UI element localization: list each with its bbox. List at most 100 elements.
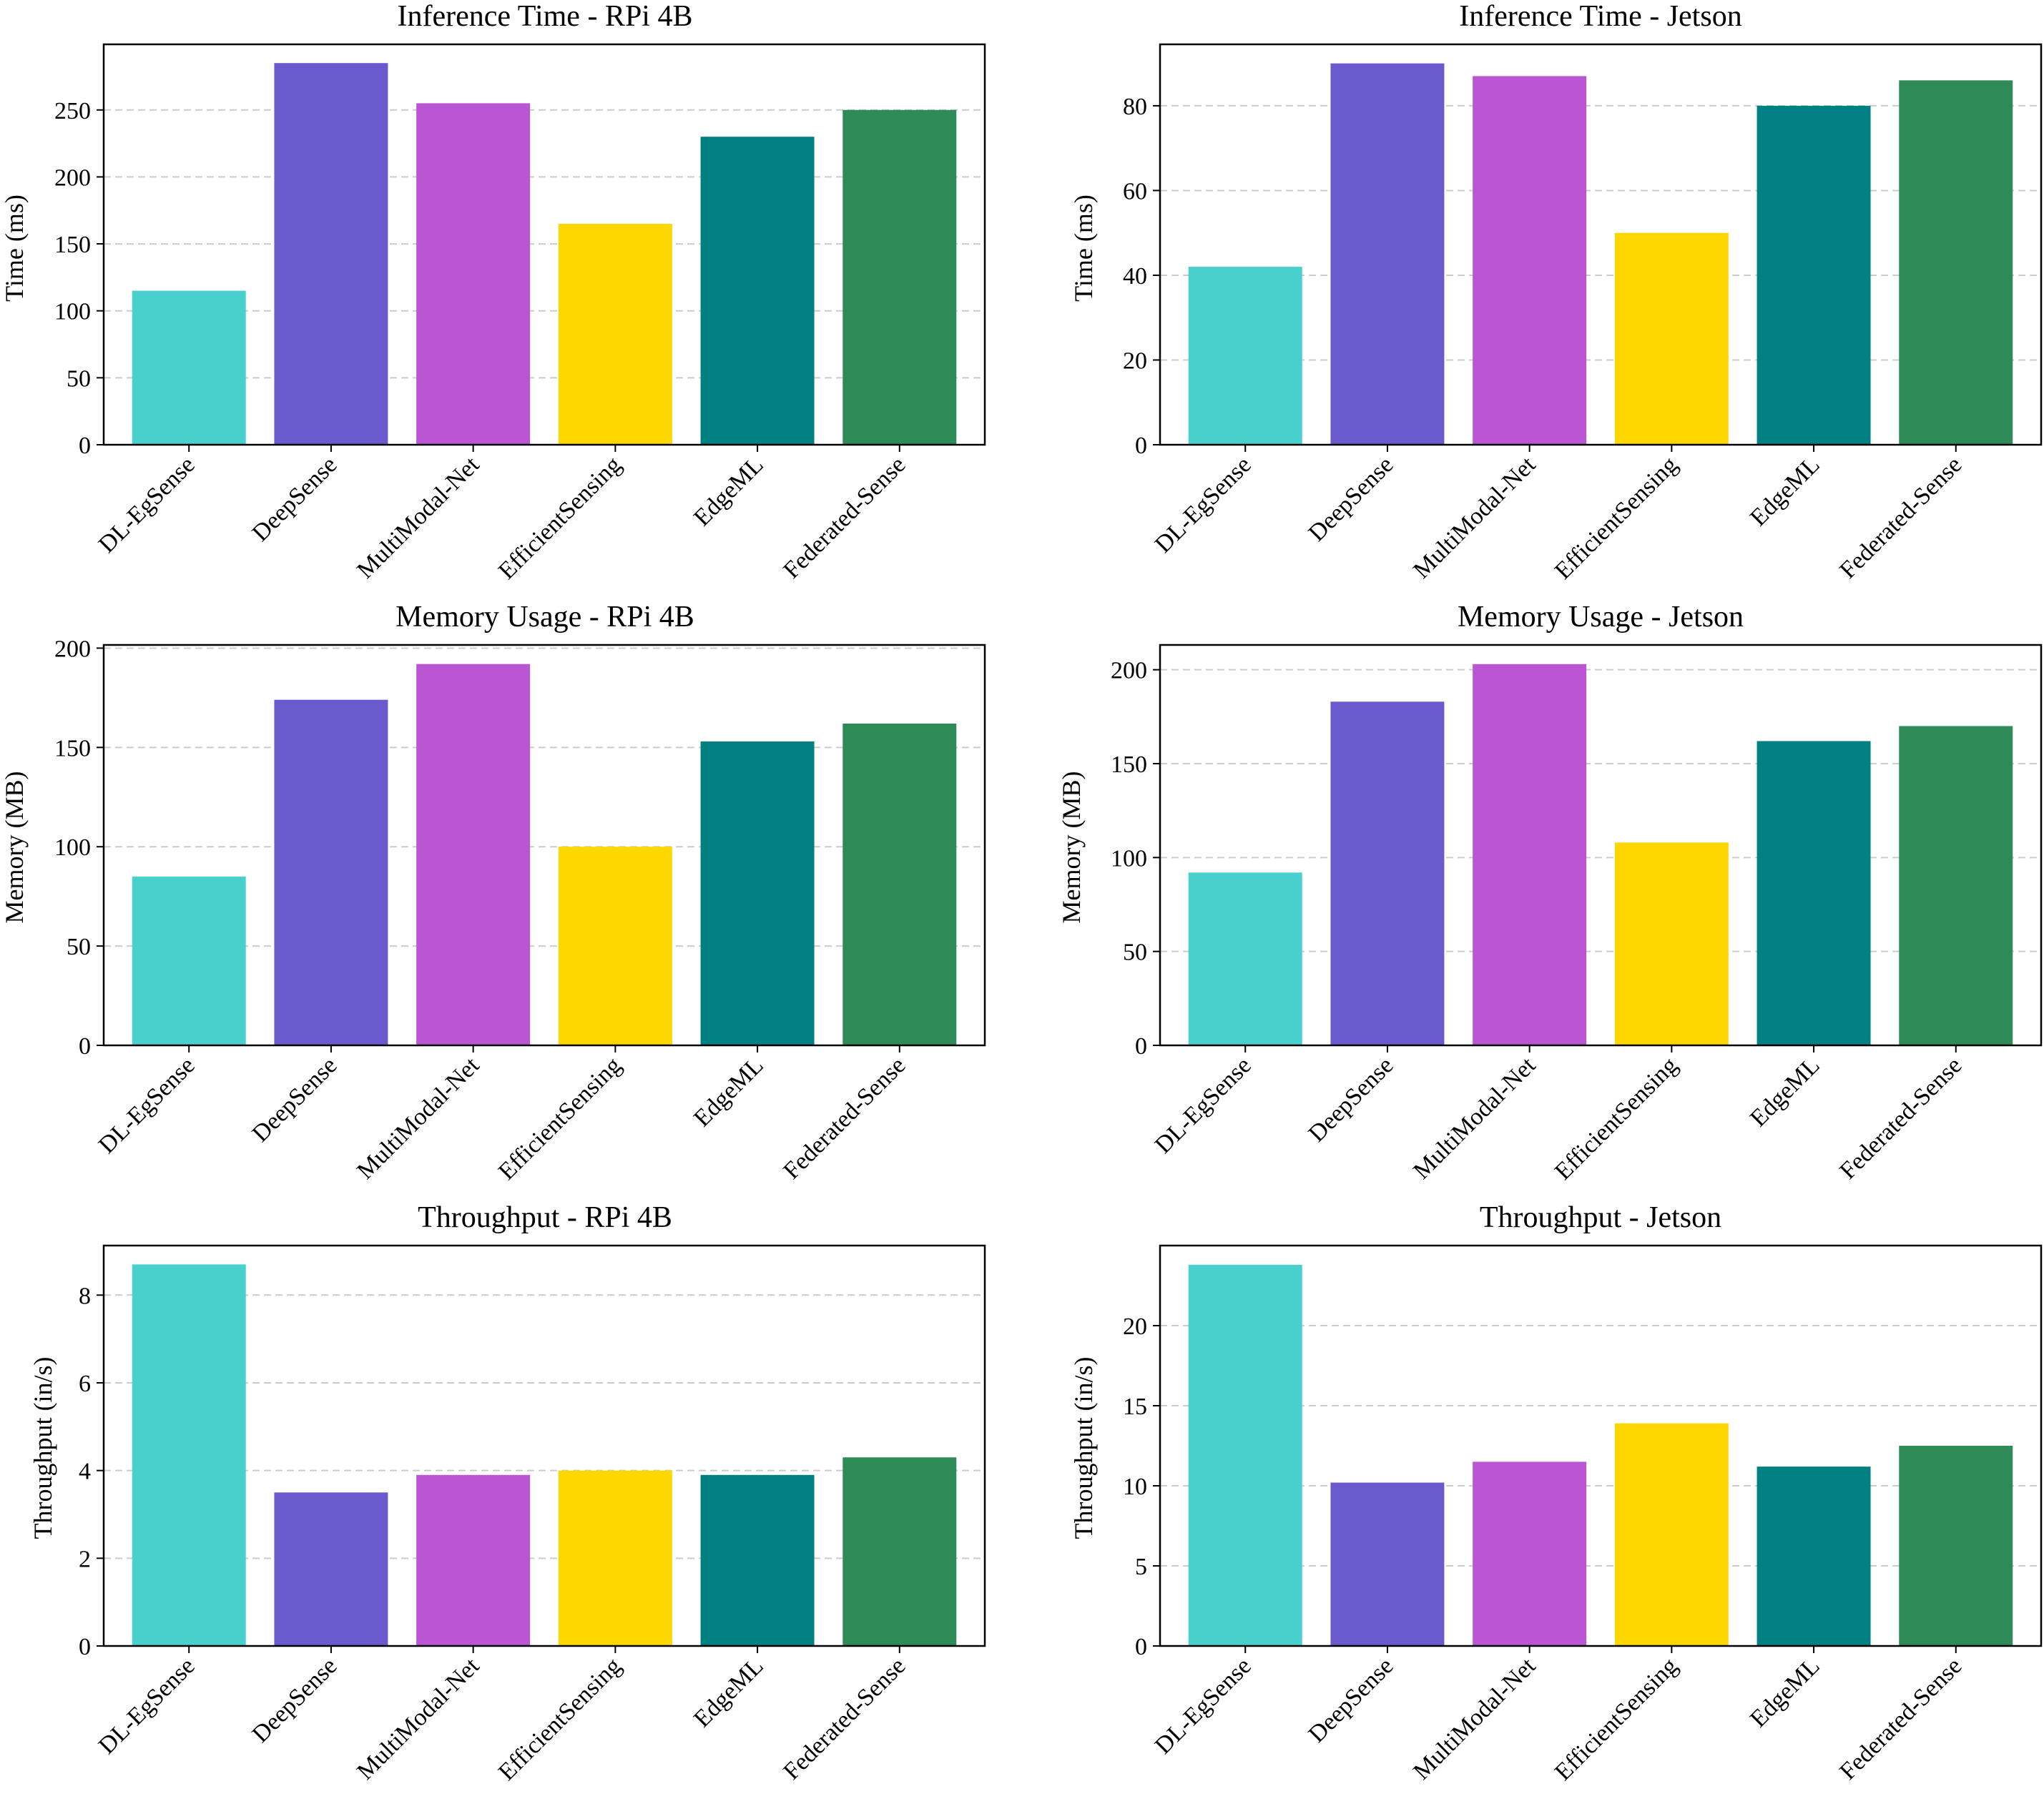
bar-efficientsensing xyxy=(1614,842,1729,1045)
x-tick-label: MultiModal-Net xyxy=(352,451,484,583)
x-tick-label: EdgeML xyxy=(1745,1652,1825,1732)
x-tick-label: Federated-Sense xyxy=(778,1052,910,1184)
y-tick-label: 50 xyxy=(67,934,91,960)
x-tick-label: EfficientSensing xyxy=(493,1652,627,1785)
y-tick-label: 0 xyxy=(79,433,91,459)
bar-dl-egsense xyxy=(132,290,246,445)
y-axis-label: Time (ms) xyxy=(0,194,29,302)
x-tick-label: EdgeML xyxy=(689,1652,769,1732)
x-tick-label: DL-EgSense xyxy=(94,1652,200,1759)
y-tick-label: 250 xyxy=(54,98,91,124)
y-tick-label: 80 xyxy=(1123,94,1147,120)
x-tick-label: DL-EgSense xyxy=(1150,1052,1257,1158)
y-tick-label: 0 xyxy=(79,1033,91,1060)
bar-multimodal-net xyxy=(1473,664,1587,1045)
bar-dl-egsense xyxy=(132,876,246,1045)
chart-memory-usage-rpi: Memory Usage - RPi 4B Memory (MB) 0 50 100… xyxy=(0,601,986,1185)
y-tick-label: 50 xyxy=(67,365,91,392)
y-tick-label: 150 xyxy=(1111,751,1147,778)
bar-multimodal-net xyxy=(1473,76,1587,445)
bar-edgeml xyxy=(1756,1466,1871,1646)
x-tick-label: DL-EgSense xyxy=(1150,451,1257,558)
bar-efficientsensing xyxy=(558,1470,672,1646)
x-tick-label: DeepSense xyxy=(1304,1652,1399,1747)
bar-edgeml xyxy=(700,1474,815,1646)
chart-inference-time-jetson: Inference Time - Jetson Time (ms) 0 20 40 6… xyxy=(1069,0,2043,584)
y-axis-label: Memory (MB) xyxy=(1057,772,1086,924)
x-tick-label: EdgeML xyxy=(689,451,769,531)
y-tick-label: 4 xyxy=(79,1459,91,1485)
x-tick-label: EfficientSensing xyxy=(493,1052,627,1185)
y-axis-label: Memory (MB) xyxy=(0,772,29,924)
y-tick-label: 50 xyxy=(1123,940,1147,966)
axes-frame xyxy=(102,644,986,1047)
x-tick-label: EfficientSensing xyxy=(1550,451,1683,584)
chart-title: Throughput - RPi 4B xyxy=(418,1201,672,1234)
bar-federated-sense xyxy=(842,1457,957,1646)
chart-title: Inference Time - Jetson xyxy=(1459,0,1741,33)
bar-efficientsensing xyxy=(558,223,672,445)
x-tick-label: EdgeML xyxy=(1745,1052,1825,1132)
x-tick-label: Federated-Sense xyxy=(1834,1652,1967,1785)
bar-deepsense xyxy=(1330,701,1445,1045)
y-tick-label: 100 xyxy=(1111,845,1147,872)
bar-multimodal-net xyxy=(416,664,531,1045)
y-axis-label: Throughput (in/s) xyxy=(1069,1357,1098,1539)
bar-federated-sense xyxy=(1899,1446,2013,1646)
bar-edgeml xyxy=(1756,741,1871,1045)
y-tick-label: 20 xyxy=(1123,1313,1147,1340)
y-tick-label: 0 xyxy=(79,1634,91,1660)
axes-frame xyxy=(1159,43,2043,446)
x-tick-label: Federated-Sense xyxy=(778,451,910,583)
bar-dl-egsense xyxy=(1188,872,1302,1045)
x-tick-label: EfficientSensing xyxy=(1550,1052,1683,1185)
x-tick-label: DeepSense xyxy=(247,1052,343,1147)
x-tick-label: MultiModal-Net xyxy=(1408,1652,1541,1785)
x-tick-label: MultiModal-Net xyxy=(352,1052,484,1184)
x-tick-label: DL-EgSense xyxy=(1150,1652,1257,1759)
bar-dl-egsense xyxy=(1188,1264,1302,1646)
y-tick-label: 0 xyxy=(1135,1033,1147,1060)
y-tick-label: 5 xyxy=(1135,1554,1147,1580)
x-tick-label: Federated-Sense xyxy=(778,1652,910,1785)
x-tick-label: EfficientSensing xyxy=(493,451,627,584)
y-tick-label: 150 xyxy=(54,735,91,761)
y-tick-label: 20 xyxy=(1123,347,1147,374)
y-tick-label: 150 xyxy=(54,232,91,258)
y-tick-label: 8 xyxy=(79,1283,91,1309)
y-tick-label: 0 xyxy=(1135,433,1147,459)
bar-edgeml xyxy=(1756,105,1871,445)
x-tick-label: DeepSense xyxy=(247,1652,343,1747)
x-tick-label: DeepSense xyxy=(1304,451,1399,546)
bar-deepsense xyxy=(1330,63,1445,445)
x-tick-label: DL-EgSense xyxy=(94,451,200,558)
chart-title: Memory Usage - Jetson xyxy=(1458,601,1744,634)
x-tick-label: Federated-Sense xyxy=(1834,1052,1967,1184)
x-tick-label: DeepSense xyxy=(247,451,343,546)
axes-frame xyxy=(1159,1244,2043,1647)
chart-title: Throughput - Jetson xyxy=(1480,1201,1721,1234)
bar-multimodal-net xyxy=(416,103,531,445)
chart-memory-usage-jetson: Memory Usage - Jetson Memory (MB) 0 50 100… xyxy=(1057,601,2043,1185)
bar-federated-sense xyxy=(1899,726,2013,1045)
chart-throughput-rpi: Throughput - RPi 4B Throughput (in/s) 0 2… xyxy=(29,1201,986,1785)
bar-federated-sense xyxy=(1899,80,2013,445)
chart-title: Memory Usage - RPi 4B xyxy=(395,601,694,634)
x-tick-label: EfficientSensing xyxy=(1550,1652,1683,1785)
axes-frame xyxy=(1159,644,2043,1047)
bar-federated-sense xyxy=(842,109,957,445)
x-tick-label: MultiModal-Net xyxy=(1408,1052,1541,1184)
y-tick-label: 60 xyxy=(1123,178,1147,204)
x-tick-label: EdgeML xyxy=(689,1052,769,1132)
y-tick-label: 0 xyxy=(1135,1634,1147,1660)
y-tick-label: 10 xyxy=(1123,1474,1147,1500)
chart-inference-time-rpi: Inference Time - RPi 4B Time (ms) 0 50 100… xyxy=(0,0,986,584)
bar-dl-egsense xyxy=(132,1264,246,1646)
x-tick-label: MultiModal-Net xyxy=(1408,451,1541,583)
bar-dl-egsense xyxy=(1188,267,1302,445)
bar-deepsense xyxy=(274,699,388,1045)
x-tick-label: MultiModal-Net xyxy=(352,1652,484,1785)
bar-edgeml xyxy=(700,137,815,445)
bar-efficientsensing xyxy=(1614,1423,1729,1646)
